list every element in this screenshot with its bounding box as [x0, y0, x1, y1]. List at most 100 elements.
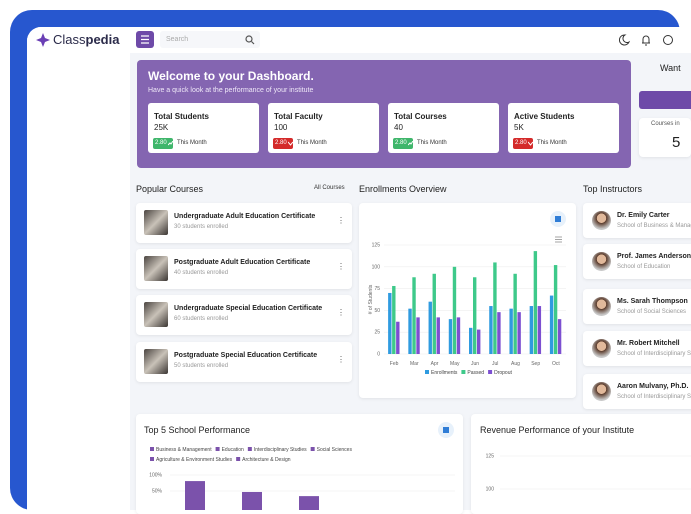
x-tick-label: Jul — [492, 361, 498, 367]
legend-swatch — [310, 447, 315, 451]
bar — [392, 285, 396, 354]
course-name: Undergraduate Adult Education Certificat… — [174, 213, 316, 220]
brand-bold: pedia — [85, 32, 120, 47]
legend-label: Passed — [467, 370, 484, 376]
stat-change: 2.80 — [515, 140, 527, 146]
top-icons[interactable] — [619, 34, 689, 46]
bar — [509, 308, 513, 354]
welcome-title: Welcome to your Dashboard. — [148, 69, 314, 83]
avatar — [592, 339, 611, 358]
bar — [489, 306, 493, 354]
popular-title: Popular Courses — [136, 184, 204, 194]
course-thumb — [144, 349, 168, 374]
calendar-button[interactable] — [438, 422, 454, 438]
instructor-school: School of Social Sciences — [617, 309, 687, 315]
course-menu[interactable]: ⋮ — [337, 262, 345, 271]
x-tick-label: Apr — [431, 361, 439, 367]
legend-swatch — [150, 457, 154, 461]
side-heading: Want — [660, 63, 681, 73]
legend-swatch — [150, 447, 154, 451]
course-card[interactable] — [136, 342, 352, 382]
course-name: Postgraduate Adult Education Certificate — [174, 259, 311, 266]
course-menu[interactable]: ⋮ — [337, 216, 345, 225]
brand-light: Class — [53, 32, 86, 47]
legend-label: Dropout — [494, 370, 512, 376]
y-tick-label: 100 — [372, 264, 381, 270]
revenue-card — [471, 414, 691, 514]
course-card[interactable] — [136, 249, 352, 289]
instructor-name: Prof. James Anderson — [617, 253, 691, 260]
legend-swatch — [247, 447, 252, 451]
bar — [473, 277, 477, 354]
bar — [497, 312, 501, 354]
side-button[interactable] — [639, 91, 691, 109]
legend-label: Business & Management — [156, 447, 212, 453]
legend-label: Enrollments — [431, 370, 458, 376]
y-tick-label: 125 — [372, 243, 381, 249]
bar — [553, 265, 558, 354]
stat-change: 2.80 — [395, 140, 407, 146]
bar — [517, 312, 521, 354]
bar — [469, 327, 473, 354]
side-card-value: 5 — [672, 134, 681, 151]
x-tick-label: Oct — [552, 361, 560, 367]
bar — [549, 295, 554, 354]
legend-swatch — [488, 370, 493, 374]
instructor-school: School of Interdisciplinary Studies — [617, 351, 691, 357]
legend-swatch — [215, 447, 220, 451]
calendar-button[interactable] — [550, 211, 566, 227]
bar — [452, 266, 457, 354]
bar — [432, 273, 436, 354]
instructor-name: Ms. Sarah Thompson — [617, 298, 688, 305]
y-tick-label: 100% — [149, 473, 162, 479]
bar — [493, 262, 497, 354]
instructor-name: Aaron Mulvany, Ph.D. — [617, 383, 689, 390]
course-menu[interactable]: ⋮ — [337, 355, 345, 364]
trend-arrow — [168, 141, 173, 146]
course-name: Postgraduate Special Education Certifica… — [174, 352, 318, 359]
course-meta: 60 students enrolled — [174, 316, 229, 322]
bar — [416, 317, 420, 354]
trend-arrow — [528, 141, 533, 146]
menu-button[interactable] — [136, 31, 154, 48]
instructor-school: School of Business & Management — [617, 223, 691, 229]
instructor-name: Mr. Robert Mitchell — [617, 340, 680, 347]
y-tick-label: 50% — [152, 489, 163, 495]
y-tick-label: 0 — [377, 352, 380, 358]
stat-value: 40 — [394, 123, 403, 132]
bar — [557, 319, 562, 354]
enrollments-title: Enrollments Overview — [359, 184, 447, 194]
instructor-school: School of Education — [617, 264, 671, 270]
x-tick-label: May — [450, 361, 460, 367]
bar — [242, 491, 262, 510]
search-box[interactable]: Search — [160, 31, 260, 48]
bar — [456, 317, 461, 354]
stat-value: 5K — [514, 123, 524, 132]
bar — [477, 329, 481, 354]
avatar — [592, 297, 611, 316]
sidebar — [27, 27, 130, 510]
stat-change: 2.80 — [275, 140, 287, 146]
course-menu[interactable]: ⋮ — [337, 308, 345, 317]
all-courses-link[interactable]: All Courses — [314, 185, 345, 191]
school-title: Top 5 School Performance — [144, 425, 251, 435]
course-card[interactable] — [136, 295, 352, 335]
y-tick-label: 75 — [374, 286, 380, 292]
stat-value: 100 — [274, 123, 288, 132]
instructor-name: Dr. Emily Carter — [617, 212, 670, 219]
side-card-label: Courses in — [651, 121, 680, 127]
bar — [533, 251, 538, 354]
stat-badge: 2.80 — [513, 138, 533, 149]
avatar — [592, 382, 611, 401]
x-tick-label: Aug — [511, 361, 520, 367]
legend-label: Interdisciplinary Studies — [254, 447, 307, 453]
instructor-school: School of Interdisciplinary Studies — [617, 394, 691, 400]
stat-badge: 2.80 — [273, 138, 293, 149]
side-card — [639, 118, 691, 157]
bar — [428, 301, 432, 354]
course-meta: 40 students enrolled — [174, 270, 229, 276]
stat-label: Total Faculty — [274, 112, 323, 121]
y-tick-label: 50 — [374, 308, 380, 314]
course-card[interactable] — [136, 203, 352, 243]
